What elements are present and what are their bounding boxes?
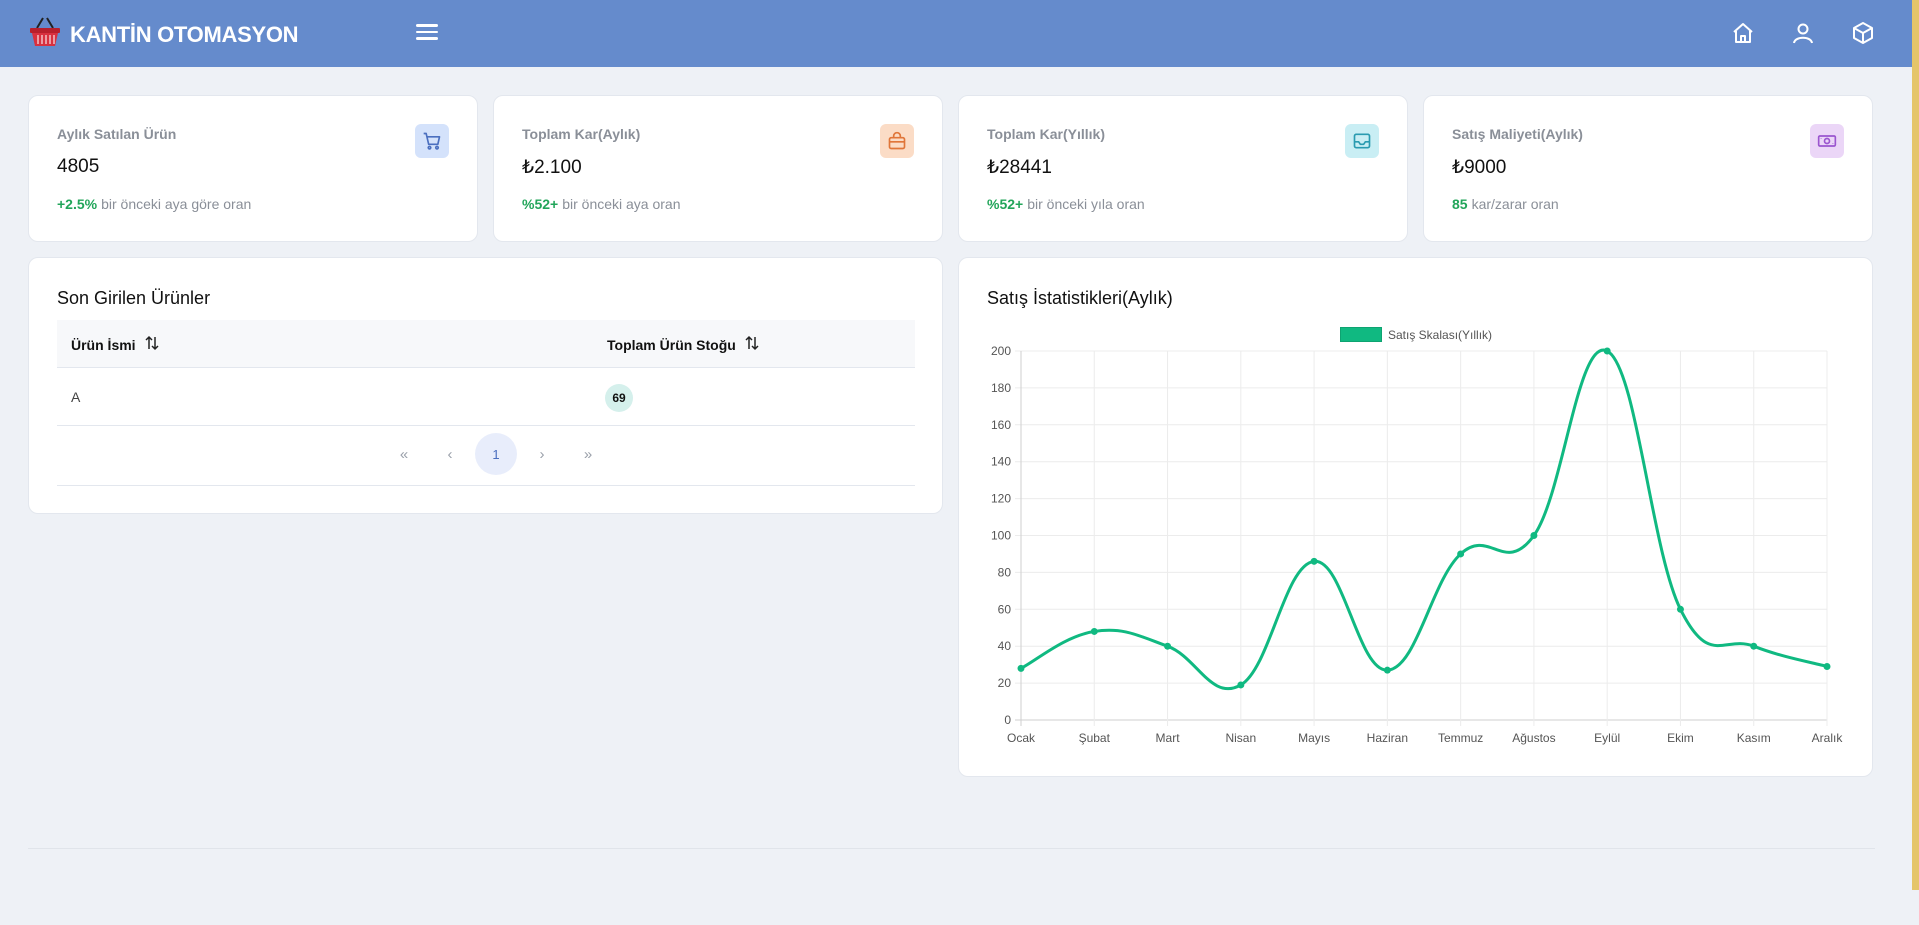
stat-value: ₺9000 [1452, 157, 1507, 178]
stat-card-monthly-profit: Toplam Kar(Aylık) ₺2.100 %52+ bir önceki … [493, 95, 943, 242]
stat-card-sales-cost: Satış Maliyeti(Aylık) ₺9000 85 kar/zarar … [1423, 95, 1873, 242]
stat-card-monthly-sold: Aylık Satılan Ürün 4805 +2.5% bir önceki … [28, 95, 478, 242]
legend-label: Satış Skalası(Yıllık) [1388, 327, 1493, 342]
panel-title: Satış İstatistikleri(Aylık) [987, 288, 1173, 308]
pagination: « ‹ 1 › » [57, 426, 915, 486]
x-tick-label: Ocak [1007, 731, 1036, 745]
hamburger-menu-icon[interactable] [414, 20, 440, 46]
table-header: Ürün İsmi Toplam Ürün Stoğu [57, 320, 915, 368]
data-point [1310, 557, 1318, 565]
x-tick-label: Şubat [1079, 731, 1111, 745]
data-point [1530, 532, 1538, 539]
x-tick-label: Temmuz [1438, 731, 1483, 745]
y-tick-label: 60 [998, 602, 1012, 616]
data-point [1457, 550, 1465, 558]
y-tick-label: 140 [991, 455, 1011, 469]
y-tick-label: 100 [991, 529, 1011, 543]
stat-footnote: +2.5% bir önceki aya göre oran [57, 196, 252, 212]
legend-swatch [1340, 327, 1382, 342]
page-1-button[interactable]: 1 [475, 433, 517, 475]
x-tick-label: Eylül [1594, 731, 1620, 745]
user-icon[interactable] [1789, 19, 1817, 47]
sales-stats-panel: Satış İstatistikleri(Aylık) [958, 257, 1873, 777]
x-tick-label: Ekim [1667, 731, 1694, 745]
first-page-button[interactable]: « [399, 445, 409, 463]
series-line [1020, 348, 1828, 691]
stat-card-yearly-profit: Toplam Kar(Yıllık) ₺28441 %52+ bir önceki… [958, 95, 1408, 242]
stat-change: %52+ [522, 196, 559, 212]
y-tick-label: 180 [991, 381, 1011, 395]
footer-divider [28, 848, 1875, 849]
data-point [1017, 664, 1025, 672]
prev-page-button[interactable]: ‹ [447, 445, 453, 463]
stat-value: ₺28441 [987, 157, 1052, 178]
data-point [1237, 681, 1245, 689]
y-tick-label: 80 [998, 565, 1012, 579]
brand[interactable]: KANTİN OTOMASYON [28, 16, 299, 53]
stat-title: Aylık Satılan Ürün [57, 126, 177, 142]
sort-icon[interactable] [744, 335, 760, 354]
y-tick-label: 40 [998, 639, 1012, 653]
stat-value: 4805 [57, 156, 100, 177]
y-tick-label: 120 [991, 492, 1011, 506]
stock-badge: 69 [605, 384, 633, 412]
cart-icon [415, 124, 449, 158]
last-page-button[interactable]: » [583, 445, 593, 463]
y-tick-label: 20 [998, 676, 1012, 690]
x-tick-label: Mart [1156, 731, 1181, 745]
data-point [1750, 642, 1758, 650]
table-row[interactable]: A 69 [57, 369, 915, 426]
side-accent-strip [1912, 0, 1919, 890]
column-header-stock[interactable]: Toplam Ürün Stoğu [607, 335, 760, 354]
data-point [1090, 627, 1098, 635]
x-tick-label: Haziran [1367, 731, 1408, 745]
x-tick-label: Aralık [1812, 731, 1844, 745]
chart-legend[interactable]: Satış Skalası(Yıllık) [1340, 327, 1492, 342]
stat-change: %52+ [987, 196, 1024, 212]
next-page-button[interactable]: › [539, 445, 545, 463]
stat-footnote: %52+ bir önceki yıla oran [987, 196, 1145, 212]
y-tick-label: 200 [991, 344, 1011, 358]
recent-products-panel: Son Girilen Ürünler Ürün İsmi Toplam Ürü… [28, 257, 943, 514]
shopping-bag-icon [880, 124, 914, 158]
stat-title: Toplam Kar(Aylık) [522, 126, 641, 142]
stat-change: +2.5% [57, 196, 98, 212]
basket-logo-icon [28, 16, 62, 53]
data-point [1383, 666, 1391, 674]
top-navbar: KANTİN OTOMASYON [0, 0, 1912, 67]
x-tick-label: Nisan [1225, 731, 1256, 745]
stat-title: Satış Maliyeti(Aylık) [1452, 126, 1583, 142]
stat-footnote: 85 kar/zarar oran [1452, 196, 1559, 212]
data-point [1164, 642, 1172, 650]
column-header-product-name[interactable]: Ürün İsmi [71, 335, 160, 354]
sort-icon[interactable] [144, 335, 160, 354]
stat-change: 85 [1452, 196, 1468, 212]
app-title: KANTİN OTOMASYON [70, 21, 299, 47]
x-tick-label: Ağustos [1512, 731, 1555, 745]
cash-icon [1810, 124, 1844, 158]
sales-line-chart: 0 20 40 60 80 100 120 140 160 180 200 Ocak Şubat Mart… [991, 344, 1844, 745]
stat-footnote: %52+ bir önceki aya oran [522, 196, 681, 212]
stat-value: ₺2.100 [522, 157, 582, 178]
box-icon[interactable] [1849, 19, 1877, 47]
panel-title: Son Girilen Ürünler [57, 288, 211, 308]
y-tick-label: 160 [991, 418, 1011, 432]
data-point [1823, 662, 1831, 670]
home-icon[interactable] [1729, 19, 1757, 47]
inbox-icon [1345, 124, 1379, 158]
data-point [1603, 347, 1611, 355]
x-tick-label: Mayıs [1298, 731, 1330, 745]
x-tick-label: Kasım [1737, 731, 1771, 745]
stat-title: Toplam Kar(Yıllık) [987, 126, 1105, 142]
data-point [1676, 605, 1684, 613]
product-name-cell: A [71, 389, 81, 405]
y-tick-label: 0 [1004, 713, 1011, 727]
